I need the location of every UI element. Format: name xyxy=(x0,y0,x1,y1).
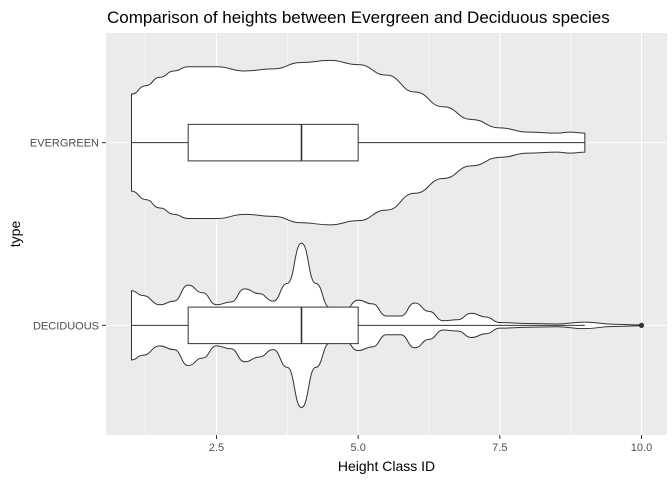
y-tick-label-evergreen: EVERGREEN xyxy=(30,138,99,150)
outlier-point-deciduous xyxy=(638,322,645,328)
y-tick-label-deciduous: DECIDUOUS xyxy=(33,320,99,332)
x-tick-label: 10.0 xyxy=(631,442,652,454)
x-tick-label: 7.5 xyxy=(492,442,507,454)
series-layer xyxy=(131,59,645,409)
y-axis-title: type xyxy=(7,221,23,248)
x-tick-label: 2.5 xyxy=(209,442,224,454)
x-tick-label: 5.0 xyxy=(351,442,366,454)
axes: DECIDUOUS EVERGREEN 2.5 5.0 7.5 10.0 xyxy=(30,138,652,454)
x-axis-title: Height Class ID xyxy=(338,458,435,474)
box-evergreen xyxy=(187,123,359,162)
box-deciduous xyxy=(187,306,359,345)
chart-title: Comparison of heights between Evergreen … xyxy=(107,8,610,27)
